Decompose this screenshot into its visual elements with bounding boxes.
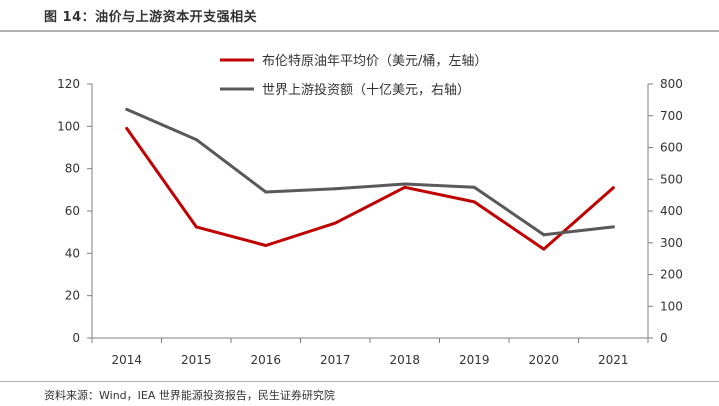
x-tick-label: 2017 xyxy=(320,353,351,367)
right-y-tick-label: 400 xyxy=(660,204,683,218)
data-point xyxy=(542,247,546,251)
data-point xyxy=(611,186,615,190)
right-y-tick-label: 300 xyxy=(660,236,683,250)
data-point xyxy=(542,233,546,237)
left-y-tick-label: 20 xyxy=(65,289,80,303)
x-tick-label: 2020 xyxy=(528,353,559,367)
data-point xyxy=(125,107,129,111)
right-y-tick-label: 200 xyxy=(660,268,683,282)
series-line-capex xyxy=(125,107,615,237)
x-tick-label: 2016 xyxy=(250,353,281,367)
right-y-tick-label: 100 xyxy=(660,299,683,313)
data-point xyxy=(472,200,476,204)
right-y-tick-label: 500 xyxy=(660,172,683,186)
x-tick-label: 2019 xyxy=(459,353,490,367)
right-y-tick-label: 0 xyxy=(660,331,668,345)
data-point xyxy=(264,190,268,194)
left-y-tick-label: 120 xyxy=(57,77,80,91)
x-tick-label: 2015 xyxy=(181,353,212,367)
data-point xyxy=(264,244,268,248)
left-y-tick-label: 60 xyxy=(65,204,80,218)
x-tick-label: 2021 xyxy=(598,353,629,367)
data-point xyxy=(194,138,198,142)
source-note: 资料来源：Wind，IEA 世界能源投资报告，民生证券研究院 xyxy=(44,389,335,402)
left-y-tick-label: 100 xyxy=(57,119,80,133)
chart-container: 0 20 40 60 80 100 120 0 100 200 300 400 500 600 700 800… xyxy=(0,32,719,372)
source-bar: 资料来源：Wind，IEA 世界能源投资报告，民生证券研究院 xyxy=(0,381,719,406)
right-y-tick-label: 600 xyxy=(660,141,683,155)
left-y-tick-label: 40 xyxy=(65,246,80,260)
figure-title: 图 14：油价与上游资本开支强相关 xyxy=(44,10,258,25)
x-tick-label: 2018 xyxy=(389,353,420,367)
data-point xyxy=(472,185,476,189)
title-bar: 图 14：油价与上游资本开支强相关 xyxy=(0,0,719,32)
chart-svg: 0 20 40 60 80 100 120 0 100 200 300 400 500 600 700 800… xyxy=(57,54,683,367)
data-point xyxy=(333,221,337,225)
data-point xyxy=(403,182,407,186)
legend-label: 布伦特原油年平均价（美元/桶，左轴） xyxy=(262,54,487,69)
series-line-brent xyxy=(125,127,615,251)
x-tick-label: 2014 xyxy=(111,353,142,367)
data-point xyxy=(333,187,337,191)
legend-label: 世界上游投资额（十亿美元，右轴） xyxy=(262,82,470,98)
right-y-tick-label: 800 xyxy=(660,77,683,91)
data-point xyxy=(611,225,615,229)
data-point xyxy=(403,185,407,189)
data-point xyxy=(125,126,129,130)
data-point xyxy=(194,225,198,229)
right-y-tick-label: 700 xyxy=(660,109,683,123)
left-y-tick-label: 0 xyxy=(72,331,80,345)
left-y-tick-label: 80 xyxy=(65,162,80,176)
